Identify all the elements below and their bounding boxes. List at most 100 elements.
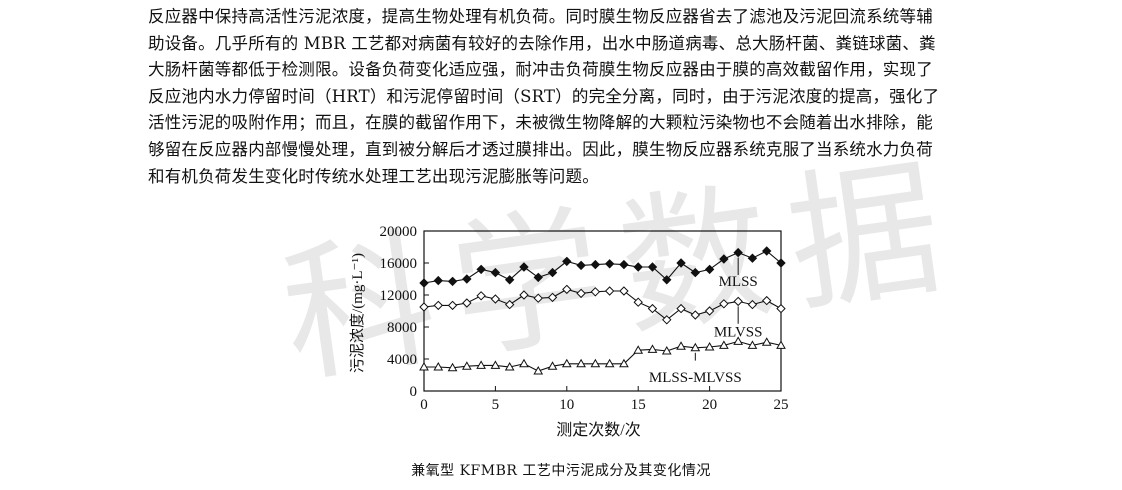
data-point [447,300,458,311]
data-point [633,297,643,307]
data-point [676,258,686,268]
data-point [519,290,529,300]
data-point [619,259,629,270]
series-line [424,340,782,372]
data-point [676,341,686,350]
data-point [619,358,629,368]
data-point [747,340,758,349]
data-point [576,260,586,271]
data-point [419,302,429,312]
data-point [776,340,786,349]
data-point [504,299,515,310]
data-point [419,278,429,288]
paragraph-line: 助设备。几乎所有的 MBR 工艺都对病菌有较好的去除作用，出水中肠道病毒、总大肠… [148,33,936,53]
data-point [633,262,643,272]
data-point [590,358,601,368]
data-point [547,361,558,370]
data-point [519,358,529,368]
figure-caption: 兼氧型 KFMBR 工艺中污泥成分及其变化情况 [411,463,711,479]
data-point [690,342,701,352]
data-point [533,365,544,375]
data-point [733,336,744,345]
paragraph-line: 反应池内水力停留时间（HRT）和污泥停留时间（SRT）的完全分离，同时，由于污泥… [148,86,940,106]
series-annotation-label: MLVSS [714,325,763,341]
data-point [719,340,729,349]
data-point [762,246,772,256]
paragraph-line: 和有机负荷发生变化时传统水处理工艺出现污泥膨胀等问题。 [148,166,599,186]
data-point [704,264,715,275]
data-point [733,296,743,307]
y-tick-label: 20000 [380,224,418,240]
data-point [562,256,572,267]
data-point [647,303,658,314]
series-annotation-label: MLSS-MLVSS [649,370,742,386]
data-point [462,274,472,284]
data-point [519,262,529,272]
sludge-concentration-chart: 0 5 10 15 20 25 0 4000 8000 12000 16000 20000 测定次数/次… [349,224,789,439]
data-point [762,295,772,306]
data-point [533,272,543,283]
data-point [776,258,786,268]
data-point [662,315,672,325]
data-point [419,361,429,371]
paragraph-line: 活性污泥的吸附作用；而且，在膜的截留作用下，未被微生物降解的大颗粒污染物也不会随… [148,113,933,133]
data-point [733,247,743,258]
x-tick-label: 10 [559,397,574,413]
data-point [604,358,615,368]
x-tick-label: 20 [702,397,717,413]
paragraph-line: 大肠杆菌等都低于检测限。设备负荷变化适应强，耐冲击负荷膜生物反应器由于膜的高效截… [148,60,933,80]
data-point [461,361,472,370]
data-point [476,264,486,275]
data-point [462,298,472,308]
data-point [633,345,644,354]
data-point [504,275,515,285]
data-point [447,276,458,287]
y-tick-label: 16000 [380,256,418,272]
x-tick-label: 5 [492,397,500,413]
y-tick-label: 0 [410,384,418,400]
data-point [604,259,615,269]
series-annotation-label: MLSS [719,274,758,290]
data-point [433,300,443,311]
data-point [590,287,601,297]
data-point [490,267,501,278]
x-tick-label: 15 [631,397,646,413]
data-point [547,292,558,303]
x-tick-label: 0 [420,397,428,413]
data-point [690,310,701,320]
x-axis-label: 测定次数/次 [556,421,640,439]
data-point [590,259,601,270]
data-point [433,275,443,286]
data-point [433,361,444,371]
data-point [562,284,572,295]
data-point [547,267,558,278]
data-point [776,303,786,314]
data-point [576,358,586,368]
data-point [476,291,486,301]
data-point [504,361,515,371]
data-point [761,337,772,346]
y-tick-label: 8000 [387,320,417,336]
x-tick-label: 25 [774,397,789,413]
data-point [747,299,758,310]
data-point [704,341,715,351]
y-tick-label: 4000 [387,352,417,368]
paragraph-line: 反应器中保持高活性污泥浓度，提高生物处理有机负荷。同时膜生物反应器省去了滤池及污… [148,7,933,26]
y-tick-label: 12000 [380,288,418,304]
data-point [719,254,729,264]
data-point [619,286,629,296]
data-point [661,345,672,355]
data-point [576,288,586,299]
data-point [490,294,501,304]
data-point [676,303,686,314]
data-point [719,299,729,309]
paragraph-line: 够留在反应器内部慢慢处理，直到被分解后才透过膜排出。因此，膜生物反应器系统克服了… [148,139,933,159]
data-point [533,293,543,303]
data-point [447,362,458,372]
data-point [690,267,701,278]
data-point [662,275,672,285]
data-point [604,286,615,296]
data-point [490,360,501,369]
data-point [647,262,658,272]
data-point [561,358,572,368]
